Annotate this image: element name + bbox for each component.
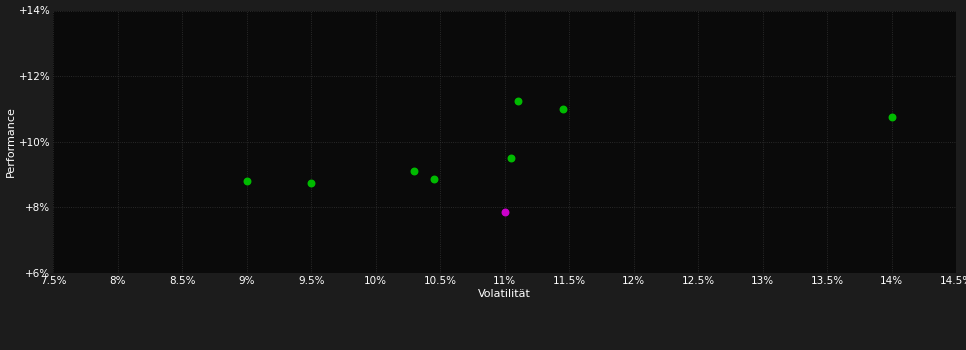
Y-axis label: Performance: Performance xyxy=(6,106,15,177)
Point xyxy=(303,180,319,186)
Point xyxy=(407,168,422,174)
Point xyxy=(497,210,512,215)
Point xyxy=(239,178,254,184)
Point xyxy=(503,155,519,161)
Point xyxy=(555,106,571,112)
Point xyxy=(426,177,441,182)
Point xyxy=(884,114,899,120)
Point xyxy=(510,98,526,104)
X-axis label: Volatilität: Volatilität xyxy=(478,288,531,299)
